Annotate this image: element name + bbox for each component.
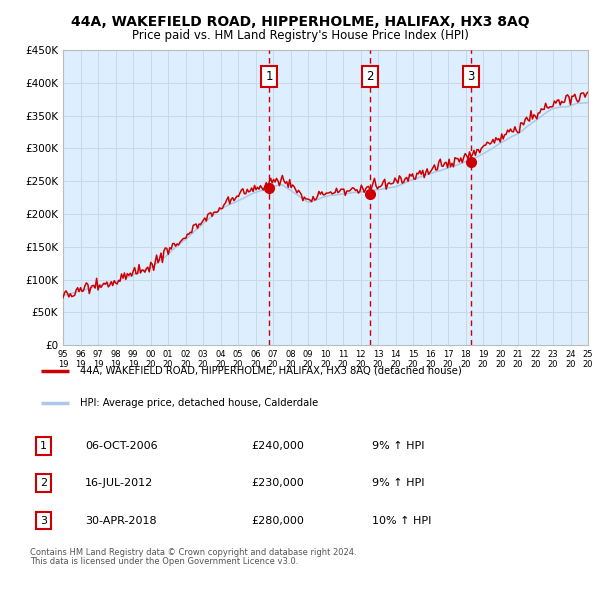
Text: 10% ↑ HPI: 10% ↑ HPI — [372, 516, 431, 526]
Text: HPI: Average price, detached house, Calderdale: HPI: Average price, detached house, Cald… — [80, 398, 318, 408]
Text: 16-JUL-2012: 16-JUL-2012 — [85, 478, 154, 488]
Text: 1: 1 — [265, 70, 273, 83]
Text: 44A, WAKEFIELD ROAD, HIPPERHOLME, HALIFAX, HX3 8AQ: 44A, WAKEFIELD ROAD, HIPPERHOLME, HALIFA… — [71, 15, 529, 29]
Text: £230,000: £230,000 — [251, 478, 304, 488]
Text: 1: 1 — [40, 441, 47, 451]
Text: 9% ↑ HPI: 9% ↑ HPI — [372, 441, 425, 451]
Text: 9% ↑ HPI: 9% ↑ HPI — [372, 478, 425, 488]
Text: 06-OCT-2006: 06-OCT-2006 — [85, 441, 158, 451]
Text: This data is licensed under the Open Government Licence v3.0.: This data is licensed under the Open Gov… — [30, 557, 298, 566]
Text: 3: 3 — [40, 516, 47, 526]
Text: 2: 2 — [366, 70, 374, 83]
Text: £240,000: £240,000 — [251, 441, 304, 451]
Text: 30-APR-2018: 30-APR-2018 — [85, 516, 157, 526]
Text: 44A, WAKEFIELD ROAD, HIPPERHOLME, HALIFAX, HX3 8AQ (detached house): 44A, WAKEFIELD ROAD, HIPPERHOLME, HALIFA… — [80, 366, 461, 376]
Text: 2: 2 — [40, 478, 47, 488]
Text: £280,000: £280,000 — [251, 516, 304, 526]
Text: Contains HM Land Registry data © Crown copyright and database right 2024.: Contains HM Land Registry data © Crown c… — [30, 548, 356, 556]
Text: 3: 3 — [467, 70, 475, 83]
Text: Price paid vs. HM Land Registry's House Price Index (HPI): Price paid vs. HM Land Registry's House … — [131, 30, 469, 42]
